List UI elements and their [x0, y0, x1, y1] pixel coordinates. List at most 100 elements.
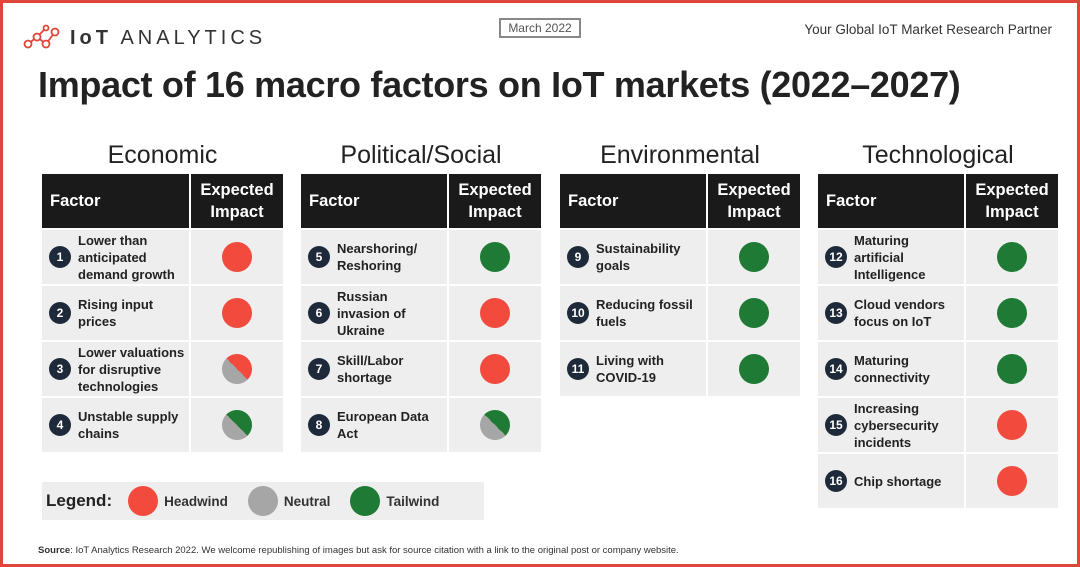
factor-number-badge: 11: [567, 358, 589, 380]
legend-headwind: Headwind: [128, 486, 228, 516]
factor-number-badge: 3: [49, 358, 71, 380]
tagline: Your Global IoT Market Research Partner: [804, 22, 1052, 37]
factor-number-badge: 2: [49, 302, 71, 324]
impact-neutral-headwind-dot-icon: [222, 354, 252, 384]
factor-label: Skill/Labor shortage: [337, 342, 449, 396]
impact-header-line2: Impact: [727, 203, 781, 221]
factor-label: Chip shortage: [854, 454, 966, 508]
factor-number-badge: 4: [49, 414, 71, 436]
factor-number-badge: 6: [308, 302, 330, 324]
table-row: 7 Skill/Labor shortage: [301, 340, 541, 396]
factor-number-badge: 8: [308, 414, 330, 436]
impact-tailwind-dot-icon: [739, 354, 769, 384]
table-row: 10 Reducing fossil fuels: [560, 284, 800, 340]
impact-headwind-dot-icon: [222, 298, 252, 328]
impact-header-line2: Impact: [985, 203, 1039, 221]
legend-title: Legend:: [46, 491, 113, 510]
factor-header: Factor: [301, 174, 449, 228]
legend-headwind-label: Headwind: [164, 493, 228, 509]
factor-number-badge: 7: [308, 358, 330, 380]
iot-analytics-logo: IoT ANALYTICS: [22, 24, 266, 52]
column-environmental: Environmental Factor Expected Impact 9 Sustai…: [560, 140, 800, 396]
date-badge: March 2022: [499, 18, 581, 38]
source-text: : IoT Analytics Research 2022. We welcom…: [70, 545, 679, 556]
legend-tailwind-label: Tailwind: [386, 493, 440, 509]
factor-label: Lower valuations for disruptive technolo…: [78, 342, 191, 396]
table-row: 16 Chip shortage: [818, 452, 1058, 508]
column-political-social: Political/Social Factor Expected Impact 5 Nea…: [301, 140, 541, 452]
table-row: 2 Rising input prices: [42, 284, 283, 340]
neutral-dot-icon: [247, 486, 278, 516]
page-title: Impact of 16 macro factors on IoT market…: [38, 64, 961, 105]
table-row: 15 Increasing cybersecurity incidents: [818, 396, 1058, 452]
impact-header: Expected Impact: [708, 174, 800, 228]
factor-label: Living with COVID-19: [596, 342, 708, 396]
table-row: 12 Maturing artificial Intelligence: [818, 228, 1058, 284]
table-row: 3 Lower valuations for disruptive technol…: [42, 340, 283, 396]
impact-header-line2: Impact: [468, 203, 522, 221]
factor-label: Russian invasion of Ukraine: [337, 286, 449, 340]
factor-number-badge: 14: [825, 358, 847, 380]
factor-label: Maturing artificial Intelligence: [854, 230, 966, 284]
table-row: 5 Nearshoring/ Reshoring: [301, 228, 541, 284]
table-row: 1 Lower than anticipated demand growth: [42, 228, 283, 284]
table-header: Factor Expected Impact: [818, 174, 1058, 228]
factor-label: Nearshoring/ Reshoring: [337, 230, 449, 284]
legend-neutral: Neutral: [247, 486, 331, 516]
impact-header-line1: Expected: [458, 181, 532, 199]
legend: Legend: Headwind Neutral Tailwind: [42, 482, 484, 520]
column-technological: Technological Factor Expected Impact 12 Matur…: [818, 140, 1058, 508]
tailwind-dot-icon: [350, 486, 381, 516]
impact-tailwind-dot-icon: [997, 242, 1027, 272]
factor-number-badge: 9: [567, 246, 589, 268]
factor-label: European Data Act: [337, 398, 449, 452]
table-row: 9 Sustainability goals: [560, 228, 800, 284]
source-label: Source: [38, 545, 71, 556]
legend-tailwind: Tailwind: [350, 486, 439, 516]
table-row: 14 Maturing connectivity: [818, 340, 1058, 396]
factor-header: Factor: [818, 174, 966, 228]
table-header: Factor Expected Impact: [42, 174, 283, 228]
factor-header: Factor: [42, 174, 191, 228]
impact-neutral-tailwind-dot-icon: [480, 410, 510, 440]
column-title: Technological: [862, 141, 1014, 169]
impact-headwind-dot-icon: [997, 410, 1027, 440]
impact-header: Expected Impact: [449, 174, 541, 228]
factor-number-badge: 13: [825, 302, 847, 324]
factor-number-badge: 12: [825, 246, 847, 268]
factor-label: Reducing fossil fuels: [596, 286, 708, 340]
factor-number-badge: 10: [567, 302, 589, 324]
impact-tailwind-dot-icon: [480, 242, 510, 272]
impact-tailwind-dot-icon: [739, 298, 769, 328]
table-header: Factor Expected Impact: [560, 174, 800, 228]
factor-header: Factor: [560, 174, 708, 228]
column-title: Political/Social: [340, 141, 502, 169]
factor-label: Maturing connectivity: [854, 342, 966, 396]
factor-label: Lower than anticipated demand growth: [78, 230, 191, 284]
column-economic: Economic Factor Expected Impact 1 Lower than …: [42, 140, 283, 452]
impact-headwind-dot-icon: [480, 298, 510, 328]
impact-headwind-dot-icon: [480, 354, 510, 384]
legend-neutral-label: Neutral: [283, 493, 331, 509]
headwind-dot-icon: [128, 486, 159, 516]
table-row: 6 Russian invasion of Ukraine: [301, 284, 541, 340]
impact-headwind-dot-icon: [222, 242, 252, 272]
factor-number-badge: 16: [825, 470, 847, 492]
impact-headwind-dot-icon: [997, 466, 1027, 496]
impact-header: Expected Impact: [966, 174, 1058, 228]
table-row: 11 Living with COVID-19: [560, 340, 800, 396]
factor-label: Cloud vendors focus on IoT: [854, 286, 966, 340]
impact-neutral-tailwind-dot-icon: [222, 410, 252, 440]
network-logo-icon: [23, 24, 60, 49]
impact-tailwind-dot-icon: [997, 354, 1027, 384]
impact-header-line1: Expected: [200, 181, 274, 199]
factor-label: Sustainability goals: [596, 230, 708, 284]
factor-label: Increasing cybersecurity incidents: [854, 398, 966, 452]
table-row: 4 Unstable supply chains: [42, 396, 283, 452]
logo-text-bold: IoT: [70, 26, 112, 49]
impact-header-line1: Expected: [717, 181, 791, 199]
factor-number-badge: 1: [49, 246, 71, 268]
column-title: Economic: [107, 141, 218, 169]
impact-header-line1: Expected: [975, 181, 1049, 199]
